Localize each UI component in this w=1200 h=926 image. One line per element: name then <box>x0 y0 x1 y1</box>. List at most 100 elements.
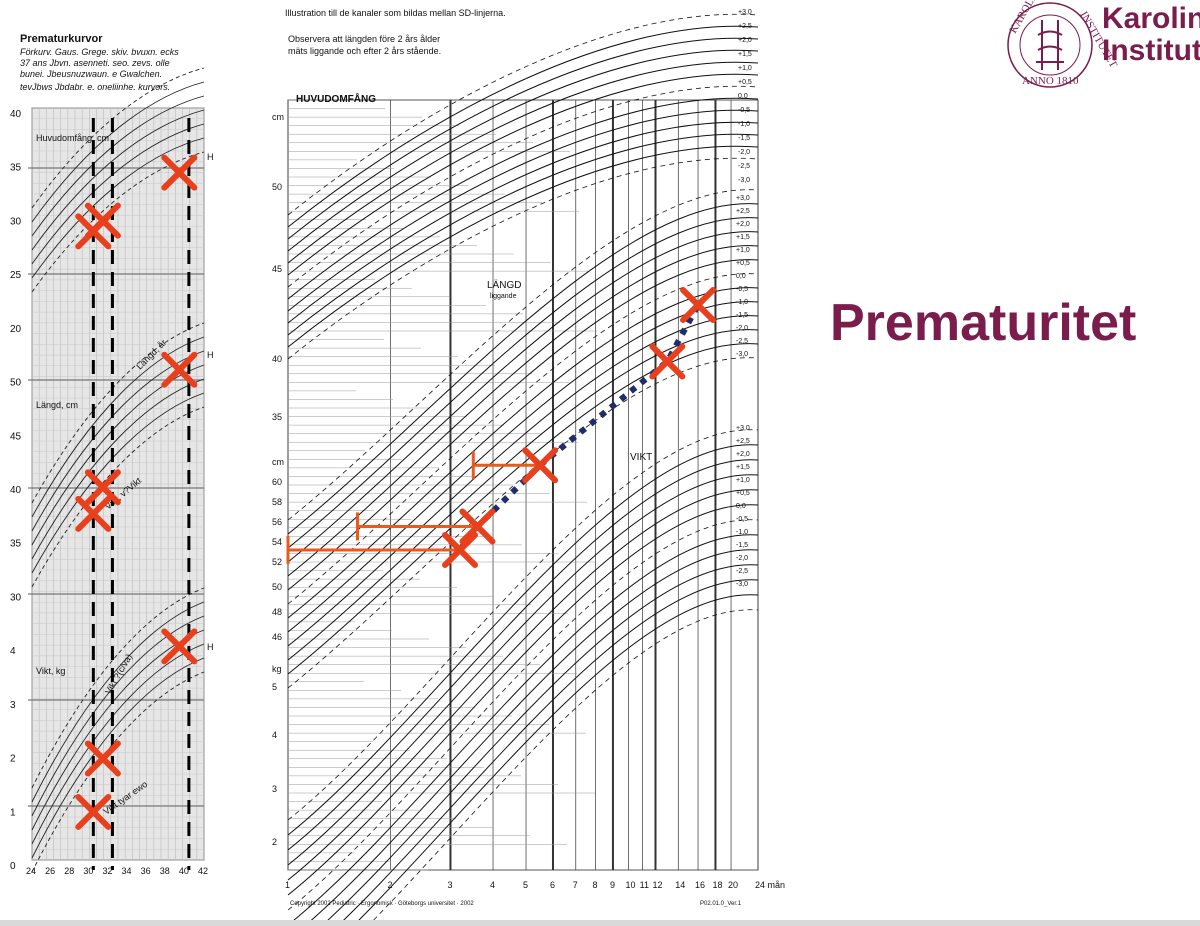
sd-curve <box>367 609 759 926</box>
y-tick-label: 54 <box>272 537 282 547</box>
sd-label: +0,5 <box>738 79 752 86</box>
sd-curve <box>287 329 759 661</box>
sd-curve <box>336 579 759 926</box>
growth-curve <box>31 123 205 265</box>
age-tick-label: 11 <box>640 880 649 890</box>
x-tick-label: 40 <box>179 866 189 876</box>
y-tick-label: 45 <box>272 264 282 274</box>
growth-curve <box>31 378 205 560</box>
sd-label: -0,5 <box>736 516 748 523</box>
age-tick-label: 18 <box>712 880 722 890</box>
sd-label: +2,5 <box>738 23 752 30</box>
sd-curve <box>287 459 759 851</box>
cross-stroke <box>84 469 121 506</box>
sd-curve <box>287 61 759 264</box>
sd-curve <box>287 97 759 300</box>
premature-measurement-mark <box>161 628 198 665</box>
sd-label: +2,0 <box>736 221 750 228</box>
sd-label: +1,5 <box>736 234 750 241</box>
growth-curve <box>31 406 205 588</box>
sd-curve <box>287 189 759 521</box>
length-measurement-mark <box>522 447 559 484</box>
seal-outer-ring <box>1007 2 1093 88</box>
sd-curve <box>287 145 759 348</box>
corrected-age-bar <box>286 536 461 564</box>
cross-stroke <box>161 154 198 191</box>
age-tick-label: 16 <box>695 880 705 890</box>
age-tick-label: 10 <box>626 880 636 890</box>
growth-curve <box>31 587 205 789</box>
sd-label: -2,0 <box>736 555 748 562</box>
growth-curve <box>31 81 205 223</box>
x-tick-label: 42 <box>198 866 208 876</box>
growth-curve <box>31 67 205 209</box>
growth-curve <box>31 151 205 293</box>
right-side-label: H <box>207 152 214 162</box>
seal-emblem-icon <box>1036 20 1064 70</box>
age-tick-label: 2 <box>388 880 393 890</box>
age-tick-label: 1 <box>285 880 290 890</box>
age-tick-label: 14 <box>675 880 685 890</box>
cross-stroke <box>84 740 121 777</box>
sd-curve <box>287 444 759 836</box>
y-tick-label: 50 <box>272 182 282 192</box>
y-tick-label: 50 <box>272 582 282 592</box>
cross-stroke <box>84 202 121 239</box>
sd-curve <box>287 245 759 577</box>
sd-curve <box>287 203 759 535</box>
premature-measurement-mark <box>84 469 121 506</box>
premature-marks <box>75 154 198 830</box>
sd-curve <box>287 37 759 240</box>
growth-curve <box>31 137 205 279</box>
sd-label: +3,0 <box>736 425 750 432</box>
sd-label: -2,5 <box>736 338 748 345</box>
sd-label: +3,0 <box>736 195 750 202</box>
length-heading: LÄNGD <box>487 279 521 291</box>
sd-curve <box>287 121 759 324</box>
age-tick-label: 24 mån <box>755 880 785 890</box>
age-tick-label: 7 <box>573 880 578 890</box>
age-tick-label: 4 <box>490 880 495 890</box>
premature-measurement-mark <box>75 495 112 532</box>
sd-label: +1,0 <box>736 477 750 484</box>
corrected-age-bar <box>356 512 478 541</box>
sd-label: 0,0 <box>736 273 746 280</box>
sd-curve <box>287 519 759 911</box>
sd-label: +1,0 <box>738 65 752 72</box>
growth-curve <box>31 671 205 873</box>
sd-curve <box>287 504 759 896</box>
y-tick-label: 35 <box>272 412 282 422</box>
sd-curve <box>287 259 759 591</box>
logo-text-line-1: Karolinska <box>1102 2 1200 35</box>
growth-curve <box>31 109 205 251</box>
sd-curve <box>287 357 759 689</box>
sd-curve <box>287 157 759 360</box>
sd-curve <box>287 429 759 821</box>
sd-label: +2,0 <box>738 37 752 44</box>
sd-label: +1,0 <box>736 247 750 254</box>
seal-text-bottom: ANNO 1810 <box>1022 75 1079 87</box>
y-tick-label: 50 <box>10 378 22 389</box>
growth-data <box>286 287 717 568</box>
right-side-label: H <box>207 350 214 360</box>
cross-stroke <box>75 495 112 532</box>
sd-curve <box>287 73 759 276</box>
cross-stroke <box>161 351 198 388</box>
sd-label: +1,5 <box>736 464 750 471</box>
growth-curve <box>31 350 205 532</box>
sd-curve <box>287 231 759 563</box>
y-tick-label: 40 <box>272 354 282 364</box>
y-tick-label: 4 <box>272 730 277 740</box>
cross-stroke <box>649 343 686 380</box>
age-tick-label: 20 <box>728 880 738 890</box>
sd-label: -2,5 <box>736 568 748 575</box>
age-tick-label: 9 <box>610 880 615 890</box>
sd-curve <box>287 49 759 252</box>
y-tick-label: 5 <box>272 682 277 692</box>
sd-label: -0,5 <box>736 286 748 293</box>
sd-label: -2,0 <box>738 149 750 156</box>
length-measurement-mark <box>442 532 479 568</box>
sd-curve <box>304 549 759 926</box>
y-tick-label: 46 <box>272 632 282 642</box>
